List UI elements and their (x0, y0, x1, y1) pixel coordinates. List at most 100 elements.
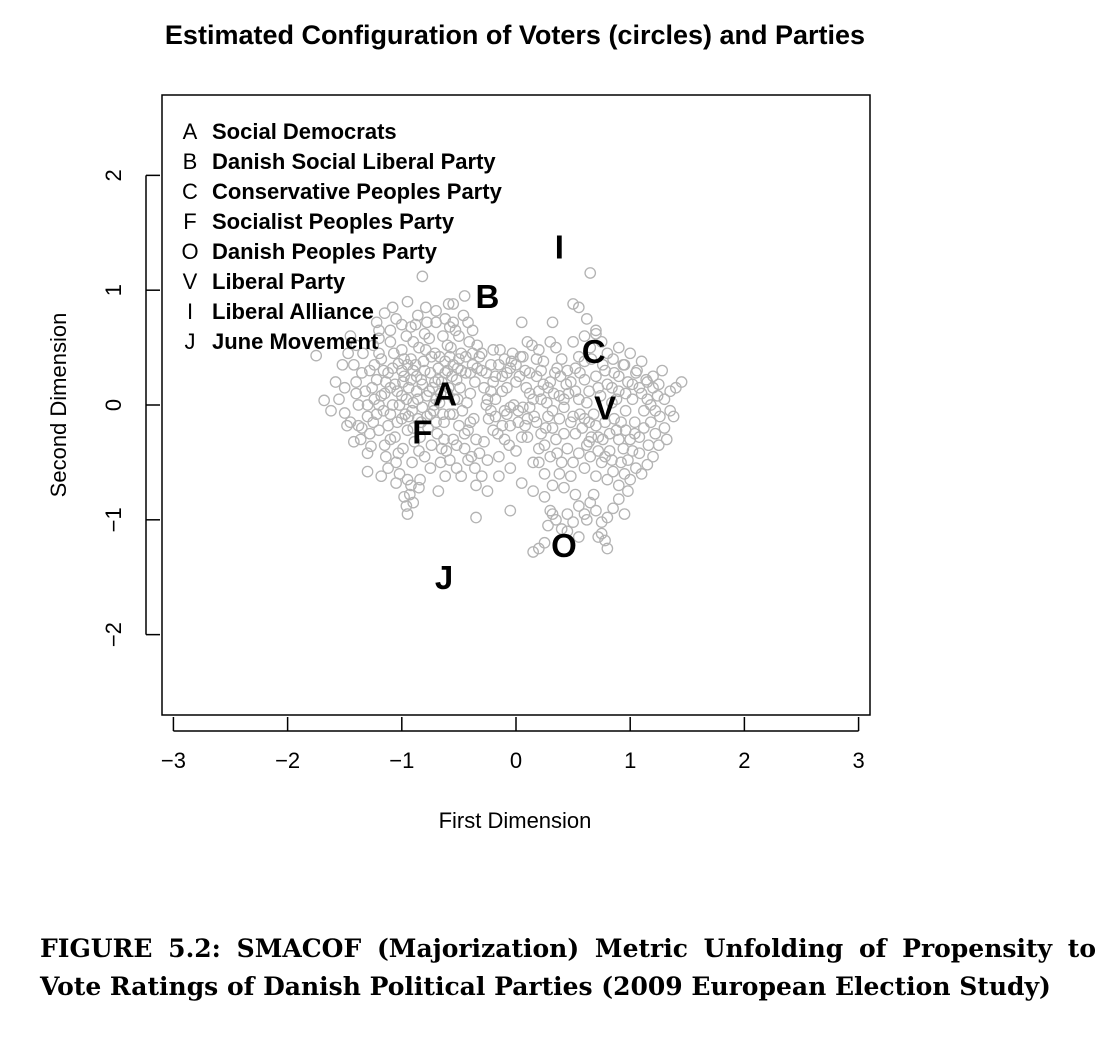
voter-point (510, 376, 522, 388)
voter-point (513, 370, 526, 383)
voter-point (555, 353, 568, 365)
voter-point (341, 419, 353, 432)
voter-point (401, 473, 414, 486)
voter-point (350, 339, 362, 352)
voter-point (416, 378, 429, 391)
voter-point (633, 447, 646, 460)
voter-point (450, 373, 463, 386)
voter-point (550, 433, 562, 446)
voter-point (473, 350, 486, 363)
voter-point (626, 445, 639, 457)
voter-point (405, 321, 417, 333)
voter-point (547, 387, 560, 400)
party-point: V (594, 389, 616, 426)
voter-point (347, 435, 360, 448)
party-point: C (582, 333, 606, 370)
voter-point (493, 358, 505, 371)
voter-point (553, 468, 566, 480)
voter-point (530, 416, 543, 429)
voter-point (630, 462, 642, 474)
voter-point (482, 412, 495, 425)
voter-point (414, 473, 426, 486)
voter-point (344, 330, 357, 342)
voter-point (572, 393, 585, 406)
voter-point (540, 396, 553, 409)
voter-point (411, 412, 424, 425)
x-tick-label: −2 (275, 748, 300, 773)
legend-label: Liberal Party (212, 269, 346, 294)
voter-point (400, 393, 413, 406)
voter-point (578, 412, 591, 425)
voter-point (453, 330, 465, 342)
voter-point (527, 546, 539, 558)
voter-point (596, 358, 609, 371)
voter-point (397, 376, 409, 388)
voter-point (592, 445, 605, 457)
voter-point (377, 364, 390, 377)
voter-point (521, 431, 534, 443)
voter-point (390, 477, 402, 489)
voter-point (378, 307, 391, 319)
voter-point (365, 440, 377, 453)
voter-point (612, 341, 625, 354)
voter-point (510, 358, 522, 371)
voter-point (485, 385, 497, 398)
voter-point (551, 447, 563, 460)
voter-point (594, 389, 607, 402)
voter-point (633, 381, 646, 394)
voter-point (515, 477, 528, 489)
voter-point (338, 407, 351, 419)
voter-point (354, 433, 367, 446)
voter-point (413, 341, 425, 354)
voter-point (462, 424, 474, 437)
voter-point (352, 419, 365, 432)
voter-point (442, 298, 455, 310)
voter-point (459, 350, 472, 363)
x-tick-label: 3 (852, 748, 864, 773)
voter-point (558, 393, 570, 406)
voter-point (386, 301, 399, 314)
voter-point (375, 353, 388, 365)
voter-point (599, 364, 611, 377)
voter-point (628, 427, 641, 440)
voter-point (527, 485, 539, 497)
voter-point (475, 347, 488, 360)
voter-point (569, 427, 582, 440)
voter-point (458, 427, 471, 440)
voter-point (520, 381, 533, 394)
voter-point (373, 324, 385, 337)
voter-point (425, 350, 438, 363)
party-point: O (551, 527, 577, 564)
legend-key: I (187, 299, 193, 324)
voter-point (389, 431, 401, 443)
figure-caption: FIGURE 5.2: SMACOF (Majorization) Metric… (40, 934, 1096, 1001)
voter-point (386, 362, 399, 375)
voter-point (606, 381, 618, 394)
voter-point (515, 316, 528, 329)
voter-point (564, 376, 577, 388)
voter-point (406, 404, 418, 417)
voter-point (572, 447, 585, 460)
y-tick-label: −2 (101, 622, 126, 647)
voter-point (393, 399, 406, 411)
voter-point (578, 330, 591, 342)
voter-point (510, 445, 522, 457)
voter-point (357, 347, 369, 360)
voter-point (523, 387, 536, 400)
voter-point (430, 416, 442, 429)
voter-point (504, 504, 517, 517)
voter-point (527, 393, 539, 406)
voter-point (567, 336, 579, 348)
voter-point (537, 378, 550, 391)
voter-point (652, 378, 665, 391)
voter-point (410, 385, 423, 398)
voter-point (592, 381, 605, 394)
voter-point (471, 362, 484, 375)
voter-point (590, 470, 602, 483)
voter-point (435, 442, 448, 455)
y-tick-label: 0 (101, 399, 126, 411)
voter-point (414, 431, 426, 443)
voter-point (378, 439, 391, 452)
plot-frame (161, 94, 871, 716)
voter-point (361, 399, 374, 411)
